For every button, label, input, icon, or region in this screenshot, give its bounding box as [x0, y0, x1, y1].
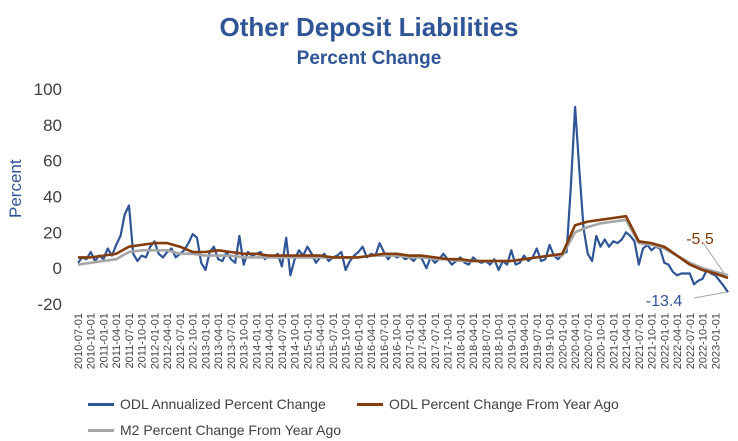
- x-tick-label: 2017-07-01: [430, 313, 442, 369]
- x-tick-label: 2017-04-01: [417, 313, 429, 369]
- x-tick-label: 2020-10-01: [596, 313, 608, 369]
- x-tick-label: 2013-10-01: [239, 313, 251, 369]
- x-tick-label: 2023-01-01: [710, 313, 722, 369]
- legend-item-odl-yoy: ODL Percent Change From Year Ago: [357, 396, 619, 412]
- legend-label-odl-annualized: ODL Annualized Percent Change: [120, 396, 326, 412]
- x-tick-label: 2016-01-01: [353, 313, 365, 369]
- series-line-odl-yoy: [78, 214, 729, 280]
- x-tick-label: 2016-04-01: [366, 313, 378, 369]
- y-tick-label: 80: [43, 116, 62, 135]
- legend-swatch-odl-annualized: [88, 402, 114, 406]
- x-tick-label: 2022-04-01: [672, 313, 684, 369]
- x-tick-label: 2021-10-01: [647, 313, 659, 369]
- x-tick-label: 2011-07-01: [124, 313, 136, 368]
- annotation-odl-annualized-last: -13.4: [646, 293, 683, 310]
- x-tick-label: 2013-01-01: [200, 313, 212, 369]
- x-tick-label: 2018-01-01: [455, 313, 467, 369]
- y-tick-label: 0: [53, 259, 62, 278]
- x-tick-label: 2020-07-01: [583, 313, 595, 369]
- x-tick-label: 2015-10-01: [341, 313, 353, 369]
- x-tick-label: 2014-10-01: [290, 313, 302, 369]
- x-tick-label: 2020-04-01: [570, 313, 582, 369]
- x-tick-label: 2019-10-01: [545, 313, 557, 369]
- x-tick-label: 2011-10-01: [137, 313, 149, 368]
- x-tick-label: 2013-04-01: [213, 313, 225, 369]
- x-tick-label: 2018-10-01: [494, 313, 506, 369]
- x-tick-label: 2010-10-01: [86, 313, 98, 369]
- x-tick-label: 2021-01-01: [608, 313, 620, 369]
- x-tick-label: 2012-01-01: [149, 313, 161, 369]
- annotation-leader-odl-yoy: [703, 243, 727, 277]
- x-tick-label: 2014-04-01: [264, 313, 276, 369]
- legend-swatch-odl-yoy: [357, 402, 383, 406]
- series-line-m2-yoy: [77, 218, 729, 277]
- legend-item-odl-annualized: ODL Annualized Percent Change: [88, 396, 326, 412]
- legend-item-m2-yoy: M2 Percent Change From Year Ago: [88, 422, 341, 438]
- x-tick-label: 2016-07-01: [379, 313, 391, 369]
- x-tick-label: 2015-07-01: [328, 313, 340, 369]
- x-tick-label: 2011-04-01: [111, 313, 123, 368]
- annotation-leader-odl-annualized: [693, 291, 727, 299]
- x-tick-label: 2012-10-01: [188, 313, 200, 369]
- y-tick-label: -20: [37, 295, 62, 314]
- annotation-odl-yoy-last: -5.5: [686, 231, 714, 248]
- x-tick-label: 2018-04-01: [468, 313, 480, 369]
- y-tick-label: 100: [34, 80, 62, 99]
- x-tick-label: 2019-04-01: [519, 313, 531, 369]
- x-tick-label: 2016-10-01: [392, 313, 404, 369]
- x-tick-label: 2022-07-01: [685, 313, 697, 369]
- x-tick-label: 2020-01-01: [557, 313, 569, 369]
- legend-label-odl-yoy: ODL Percent Change From Year Ago: [389, 396, 619, 412]
- x-tick-label: 2011-01-01: [98, 313, 110, 368]
- x-tick-label: 2010-07-01: [73, 313, 85, 369]
- chart-subtitle: Percent Change: [296, 48, 442, 69]
- x-tick-label: 2018-07-01: [481, 313, 493, 369]
- x-tick-label: 2017-10-01: [443, 313, 455, 369]
- x-tick-label: 2017-01-01: [404, 313, 416, 369]
- y-tick-label: 40: [43, 188, 62, 207]
- x-tick-label: 2022-01-01: [659, 313, 671, 369]
- x-tick-label: 2015-01-01: [302, 313, 314, 369]
- x-tick-label: 2013-07-01: [226, 313, 238, 369]
- x-tick-label: 2012-07-01: [175, 313, 187, 369]
- legend-swatch-m2-yoy: [88, 428, 114, 432]
- x-tick-label: 2014-01-01: [251, 313, 263, 369]
- y-tick-label: 20: [43, 223, 62, 242]
- x-tick-label: 2015-04-01: [315, 313, 327, 369]
- chart-title: Other Deposit Liabilities: [219, 12, 519, 42]
- x-tick-label: 2022-10-01: [698, 313, 710, 369]
- series-line-odl-annualized: [77, 105, 729, 293]
- x-tick-label: 2019-01-01: [506, 313, 518, 369]
- x-tick-label: 2021-04-01: [621, 313, 633, 369]
- x-tick-label: 2021-07-01: [634, 313, 646, 369]
- legend-label-m2-yoy: M2 Percent Change From Year Ago: [120, 422, 342, 438]
- x-tick-label: 2014-07-01: [277, 313, 289, 369]
- x-tick-label: 2019-07-01: [532, 313, 544, 369]
- x-tick-label: 2012-04-01: [162, 313, 174, 369]
- y-tick-label: 60: [43, 152, 62, 171]
